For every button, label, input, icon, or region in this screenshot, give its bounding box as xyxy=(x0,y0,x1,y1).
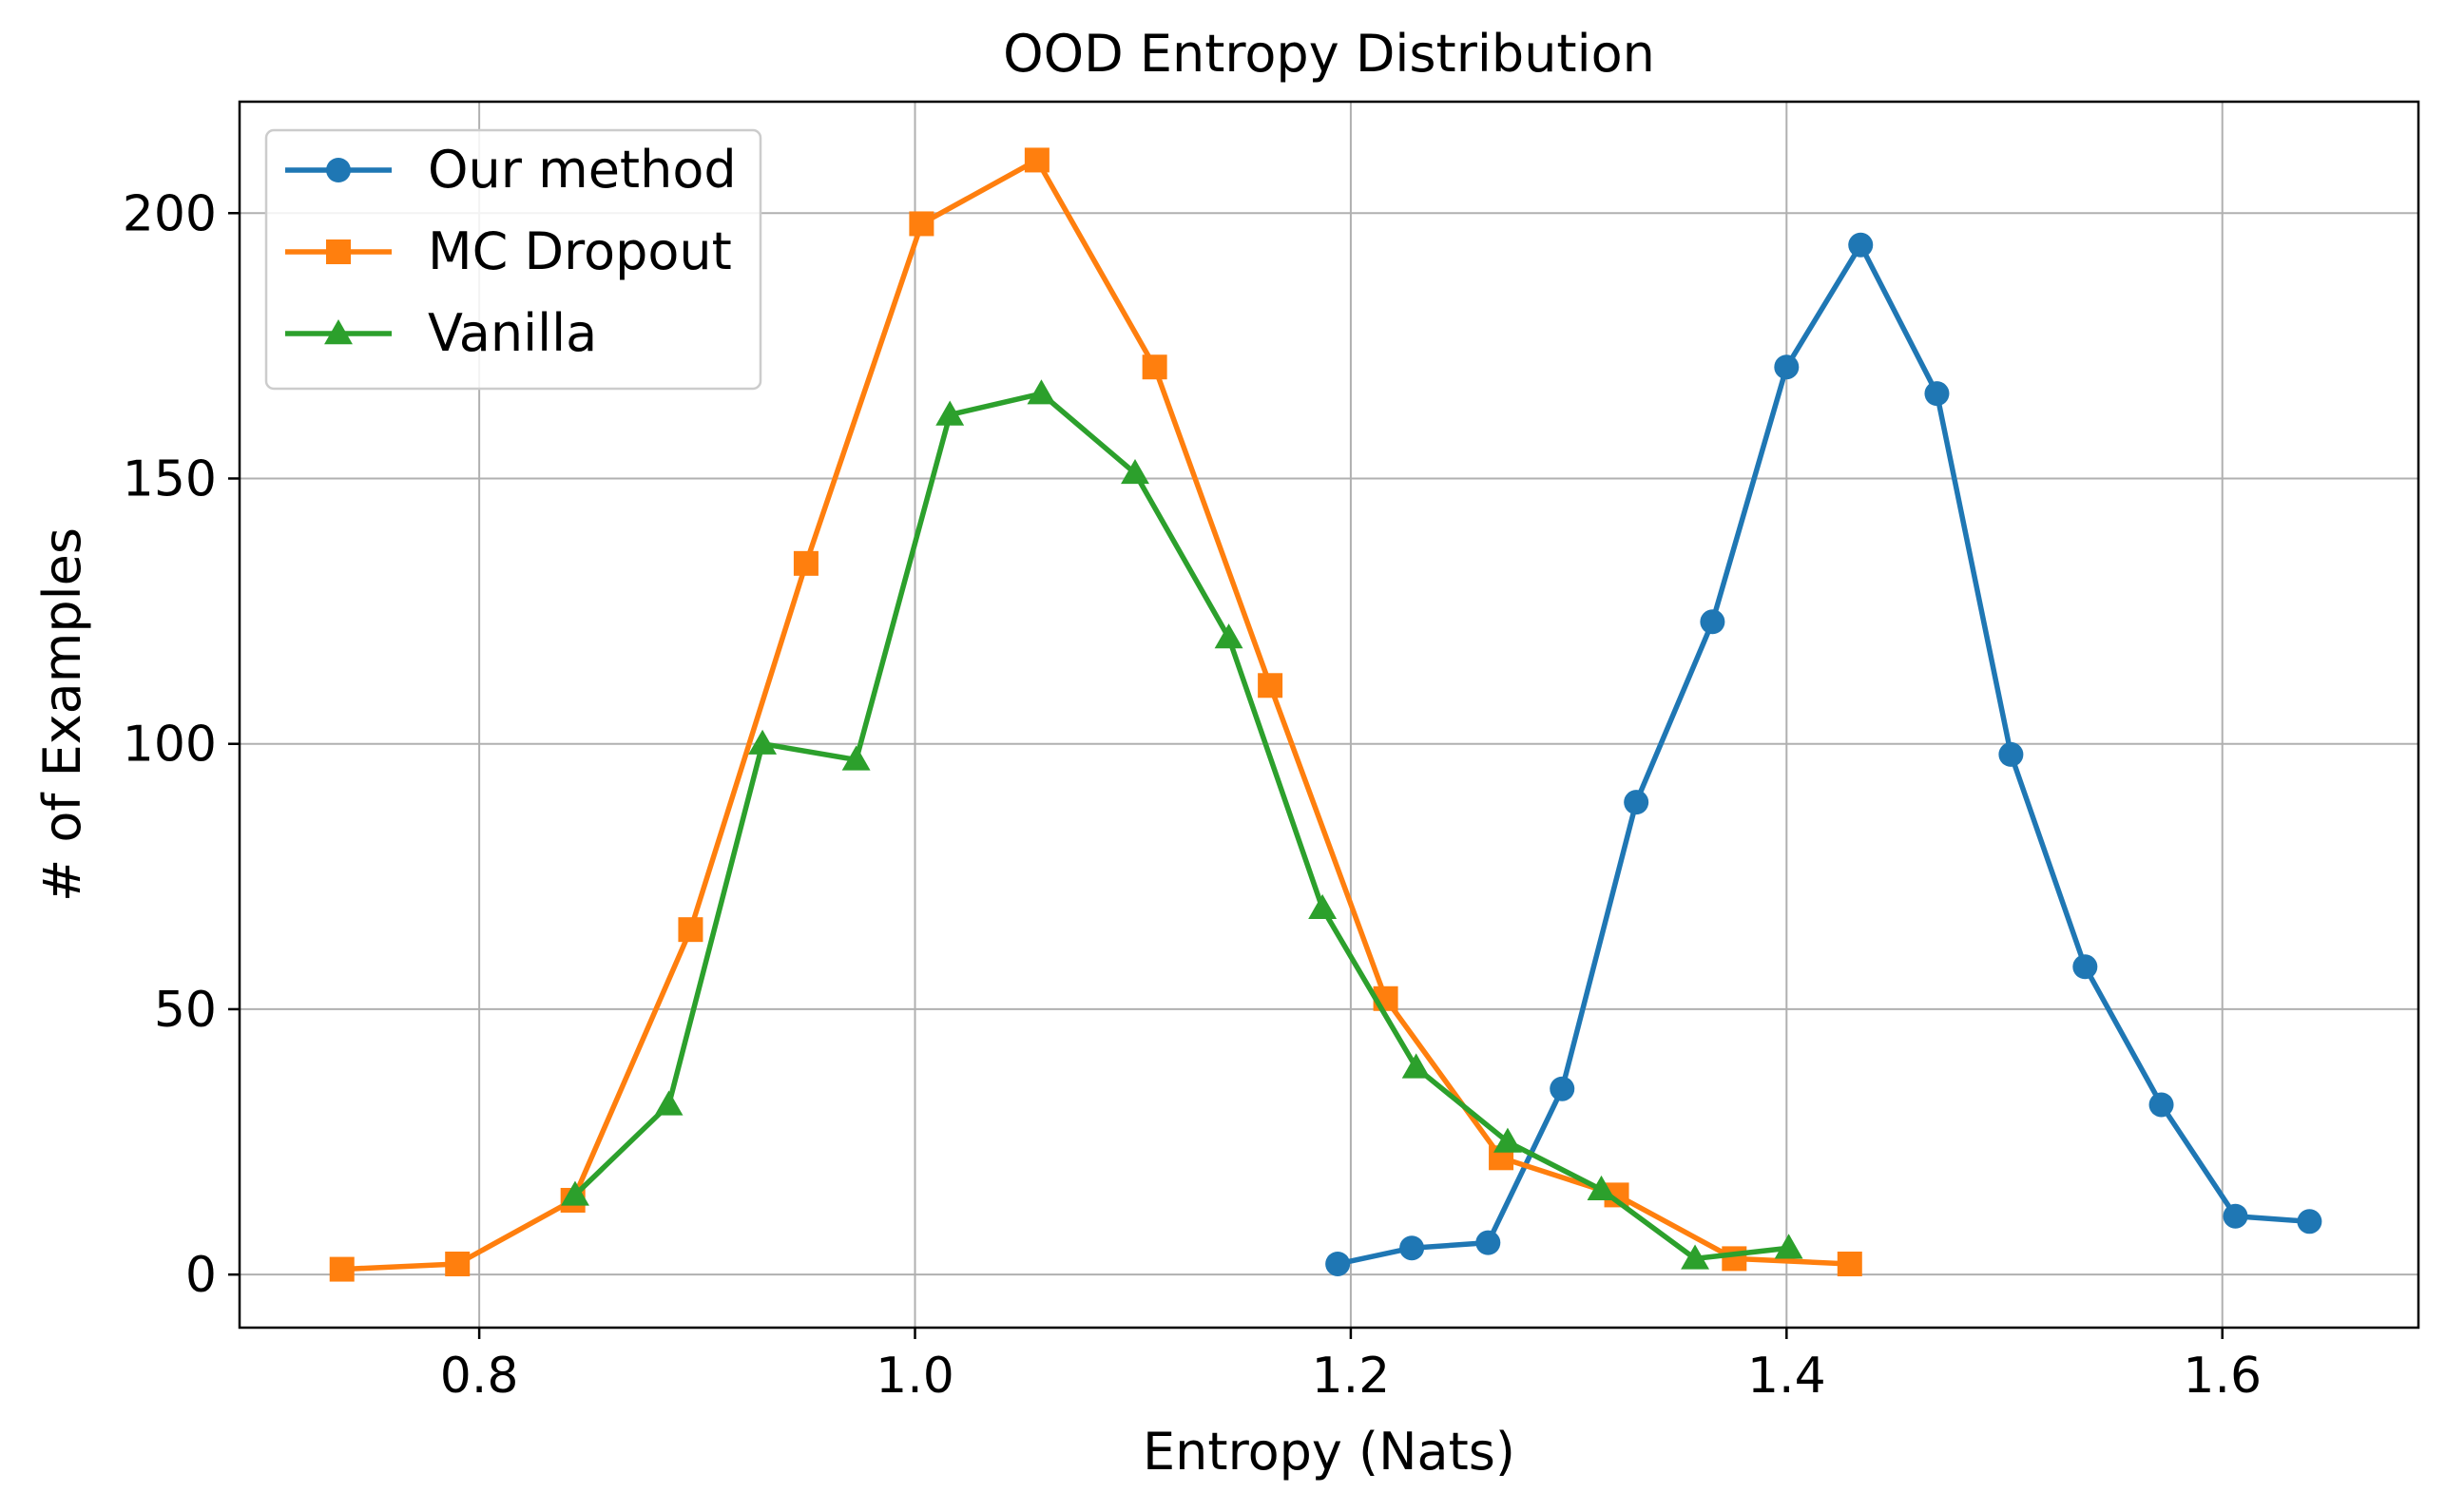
y-axis-label: # of Examples xyxy=(32,527,92,902)
data-point-vanilla xyxy=(1027,379,1056,405)
data-point-vanilla xyxy=(1214,623,1243,649)
y-tick-label: 200 xyxy=(123,185,217,242)
data-point-our-method xyxy=(1924,381,1950,407)
series-our-method xyxy=(1325,232,2322,1276)
legend-item-mc-dropout: MC Dropout xyxy=(285,221,732,281)
legend-marker-our-method xyxy=(326,158,351,182)
data-point-our-method xyxy=(1848,232,1874,258)
legend-marker-vanilla xyxy=(324,319,353,345)
data-point-mc-dropout xyxy=(1142,354,1167,380)
data-point-vanilla xyxy=(1587,1175,1616,1201)
data-point-our-method xyxy=(1700,609,1725,635)
data-point-mc-dropout xyxy=(1722,1246,1747,1272)
x-tick-label: 1.4 xyxy=(1747,1348,1826,1405)
series-layer xyxy=(329,147,2322,1282)
data-point-our-method xyxy=(1550,1076,1575,1101)
data-point-mc-dropout xyxy=(909,211,934,237)
legend-item-our-method: Our method xyxy=(285,140,737,200)
data-point-our-method xyxy=(1325,1251,1351,1276)
data-point-mc-dropout xyxy=(1837,1251,1862,1276)
data-point-our-method xyxy=(1774,354,1800,380)
legend-label-our-method: Our method xyxy=(428,140,737,200)
data-point-vanilla xyxy=(1308,893,1338,920)
data-point-mc-dropout xyxy=(329,1256,355,1282)
y-tick-label: 150 xyxy=(123,450,217,507)
tick-layer: 0.8 1.0 1.2 1.4 1.6 0 50 100 150 200 xyxy=(123,185,2262,1405)
x-tick-label: 1.0 xyxy=(876,1348,954,1405)
data-point-vanilla xyxy=(654,1090,684,1116)
legend: Our method MC Dropout Vanilla xyxy=(264,128,762,391)
legend-label-vanilla: Vanilla xyxy=(428,303,597,363)
data-point-our-method xyxy=(2148,1092,2174,1118)
legend-label-mc-dropout: MC Dropout xyxy=(428,221,732,281)
x-tick-label: 0.8 xyxy=(440,1348,519,1405)
data-point-mc-dropout xyxy=(445,1251,471,1276)
x-axis-label: Entropy (Nats) xyxy=(1143,1422,1515,1482)
series-line-vanilla xyxy=(572,391,1792,1262)
data-point-vanilla xyxy=(1401,1053,1431,1079)
data-point-our-method xyxy=(1998,741,2024,767)
data-point-vanilla xyxy=(1681,1244,1710,1270)
y-tick-label: 50 xyxy=(154,982,217,1039)
data-point-mc-dropout xyxy=(1258,673,1283,699)
data-point-mc-dropout xyxy=(793,550,819,576)
data-point-mc-dropout xyxy=(678,917,703,943)
data-point-our-method xyxy=(1624,790,1649,815)
y-tick-label: 100 xyxy=(123,717,217,774)
grid-layer xyxy=(240,102,2418,1328)
legend-box xyxy=(264,128,762,391)
data-point-our-method xyxy=(2297,1209,2322,1234)
series-line-our-method xyxy=(1335,242,2313,1267)
data-point-our-method xyxy=(2223,1203,2248,1229)
data-point-vanilla xyxy=(841,745,871,771)
data-point-mc-dropout xyxy=(1024,147,1050,173)
chart-title: OOD Entropy Distribution xyxy=(1003,24,1655,84)
plot-frame xyxy=(238,100,2420,1330)
data-point-vanilla xyxy=(1774,1234,1803,1259)
data-point-our-method xyxy=(1399,1235,1425,1261)
data-point-vanilla xyxy=(748,729,778,755)
series-vanilla xyxy=(561,379,1803,1270)
y-tick-label: 0 xyxy=(185,1247,217,1304)
data-point-vanilla xyxy=(935,400,965,426)
data-point-our-method xyxy=(2072,954,2098,980)
data-point-vanilla xyxy=(561,1180,589,1206)
x-tick-label: 1.6 xyxy=(2183,1348,2262,1405)
x-tick-label: 1.2 xyxy=(1312,1348,1391,1405)
data-point-vanilla xyxy=(1121,458,1149,485)
data-point-our-method xyxy=(1475,1230,1501,1255)
data-point-vanilla xyxy=(1493,1127,1522,1153)
legend-marker-mc-dropout xyxy=(326,239,351,264)
legend-item-vanilla: Vanilla xyxy=(285,303,597,363)
